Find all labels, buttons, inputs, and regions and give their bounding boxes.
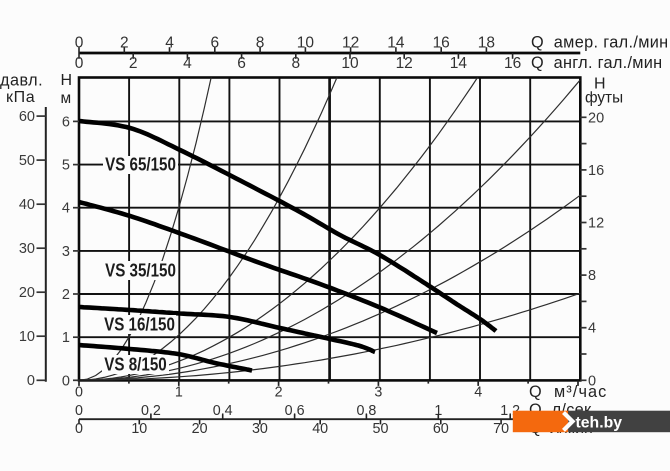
svg-text:H: H [594,76,606,93]
svg-text:50: 50 [373,421,389,437]
svg-text:0,4: 0,4 [213,403,233,419]
svg-text:10: 10 [341,55,359,72]
svg-text:12: 12 [396,55,413,72]
svg-text:12: 12 [588,216,604,232]
svg-text:20: 20 [588,110,604,126]
svg-text:0: 0 [75,385,83,401]
svg-text:30: 30 [252,421,268,437]
svg-text:4: 4 [165,35,174,52]
svg-text:1: 1 [62,330,70,346]
svg-text:VS 35/150: VS 35/150 [105,260,176,281]
svg-text:16: 16 [588,163,604,179]
svg-text:0: 0 [75,403,83,419]
svg-text:2: 2 [62,287,70,303]
svg-text:6: 6 [237,55,246,72]
svg-text:0: 0 [62,373,70,389]
svg-text:5: 5 [62,158,70,174]
svg-text:VS 8/150: VS 8/150 [104,354,166,375]
svg-text:20: 20 [192,421,208,437]
svg-text:4: 4 [474,385,482,401]
svg-text:0: 0 [75,55,84,72]
svg-text:8: 8 [291,55,300,72]
svg-text:14: 14 [450,55,468,72]
svg-text:VS 16/150: VS 16/150 [104,314,175,335]
svg-text:0,8: 0,8 [356,403,376,419]
svg-text:6: 6 [62,114,70,130]
svg-text:6: 6 [210,35,219,52]
svg-text:Q м³/час: Q м³/час [529,383,607,401]
svg-text:1: 1 [434,403,442,419]
svg-text:VS 65/150: VS 65/150 [105,154,176,175]
svg-text:20: 20 [19,285,35,301]
svg-text:40: 40 [312,421,328,437]
svg-text:10: 10 [297,35,315,52]
svg-text:0: 0 [27,373,35,389]
svg-text:8: 8 [256,35,265,52]
svg-text:0: 0 [75,421,83,437]
svg-text:12: 12 [342,35,359,52]
svg-text:2: 2 [129,55,138,72]
svg-text:40: 40 [19,197,35,213]
svg-text:16: 16 [433,35,450,52]
svg-text:3: 3 [374,385,382,401]
svg-text:4: 4 [62,201,70,217]
svg-text:2: 2 [275,385,283,401]
svg-text:футы: футы [585,90,623,107]
svg-text:0,2: 0,2 [141,403,161,419]
svg-text:давл.: давл. [0,72,43,90]
svg-text:1: 1 [175,385,183,401]
svg-text:70: 70 [493,421,509,437]
svg-text:14: 14 [387,35,405,52]
svg-text:18: 18 [478,35,495,52]
svg-text:30: 30 [19,241,35,257]
svg-text:16: 16 [504,55,521,72]
svg-text:4: 4 [588,321,596,337]
svg-text:H: H [61,72,73,89]
svg-text:0: 0 [75,35,84,52]
svg-text:10: 10 [131,421,147,437]
svg-text:60: 60 [19,109,35,125]
svg-text:м: м [61,90,72,107]
svg-text:4: 4 [183,55,192,72]
svg-text:Q англ. гал./мин: Q англ. гал./мин [531,54,662,72]
svg-text:8: 8 [588,268,596,284]
svg-text:кПа: кПа [6,89,35,106]
svg-text:50: 50 [19,153,35,169]
svg-text:10: 10 [19,329,35,345]
svg-text:2: 2 [120,35,129,52]
svg-text:0: 0 [588,373,596,389]
svg-text:Q амер. гал./мин: Q амер. гал./мин [531,34,669,52]
svg-text:60: 60 [433,421,449,437]
svg-text:3: 3 [62,244,70,260]
svg-text:teh.by: teh.by [576,414,623,431]
svg-text:0,6: 0,6 [285,403,305,419]
